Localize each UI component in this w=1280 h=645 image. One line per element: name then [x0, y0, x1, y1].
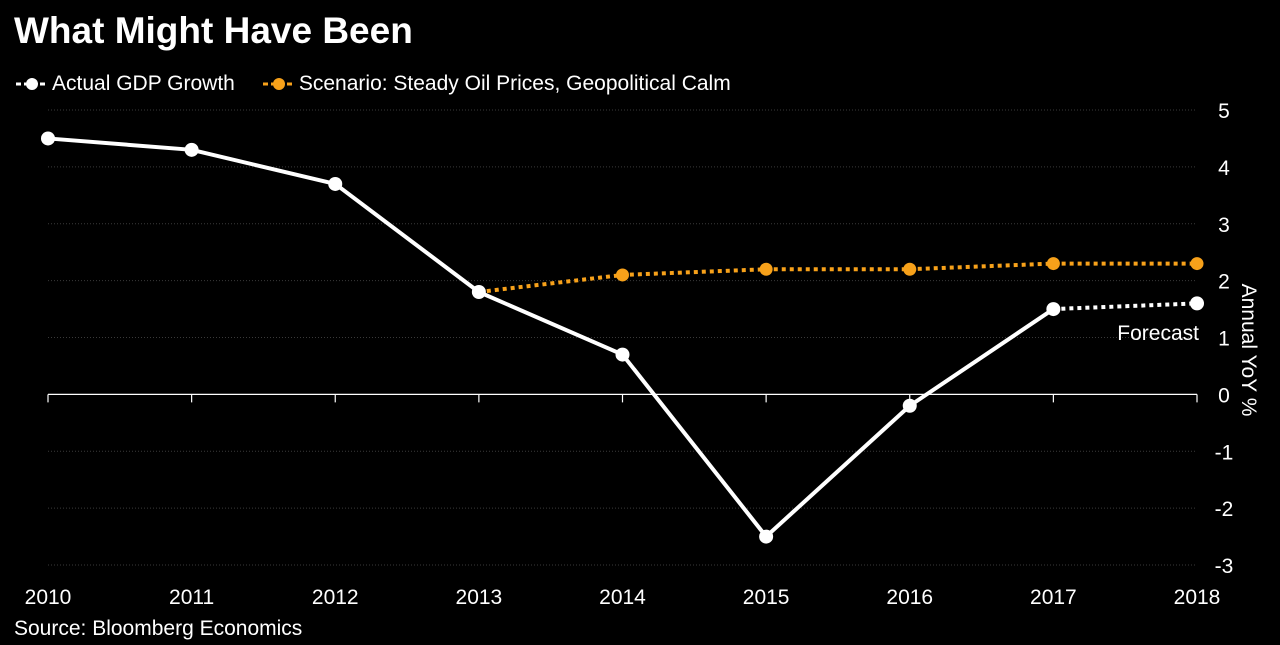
x-tick-label: 2010	[25, 586, 72, 609]
x-tick-label: 2011	[169, 586, 214, 609]
y-tick-label: 5	[1218, 100, 1230, 123]
x-tick-label: 2014	[599, 586, 646, 609]
y-tick-label: -3	[1215, 555, 1234, 578]
legend-label-actual: Actual GDP Growth	[52, 72, 235, 95]
data-point-scenario	[903, 262, 917, 276]
data-point-actual	[902, 398, 917, 413]
y-tick-label: 0	[1218, 384, 1230, 407]
data-point-scenario	[1190, 257, 1204, 271]
x-tick-labels: 2010 2011 2012 2013 2014 2015 2016 2017 2018	[25, 586, 1221, 609]
gridlines	[48, 109, 1197, 566]
legend-swatch-actual	[16, 78, 48, 90]
data-point-actual	[328, 176, 343, 191]
data-point-actual	[1046, 302, 1061, 317]
legend-item-actual: Actual GDP Growth	[14, 72, 235, 96]
y-tick-label: 2	[1218, 271, 1230, 294]
data-point-scenario	[616, 268, 629, 282]
x-tick-label: 2018	[1174, 586, 1221, 609]
x-tick-label: 2013	[456, 586, 503, 609]
x-tick-label: 2015	[743, 586, 790, 609]
legend-label-scenario: Scenario: Steady Oil Prices, Geopolitica…	[298, 72, 731, 95]
x-tick-label: 2017	[1030, 586, 1077, 609]
forecast-annotation: Forecast	[1117, 322, 1199, 345]
y-axis-label: Annual YoY %	[1237, 283, 1260, 417]
chart-legend: Actual GDP Growth Scenario: Steady Oil P…	[14, 70, 757, 98]
chart-title: What Might Have Been	[14, 10, 413, 51]
data-point-scenario	[759, 262, 773, 276]
legend-marker-scenario	[272, 78, 285, 90]
data-point-actual	[471, 285, 486, 299]
series-line-actual-forecast	[1053, 301, 1198, 312]
data-point-actual	[184, 142, 199, 157]
y-tick-label: 3	[1218, 214, 1230, 237]
x-tick-label: 2012	[312, 586, 359, 609]
series-line-scenario	[478, 261, 1197, 294]
series-markers	[41, 131, 1204, 544]
y-tick-label: -2	[1215, 498, 1234, 521]
zero-axis	[47, 393, 1198, 403]
series-lines	[47, 136, 1198, 539]
y-tick-label: -1	[1215, 441, 1234, 464]
legend-item-scenario: Scenario: Steady Oil Prices, Geopolitica…	[261, 72, 731, 96]
source-note: Source: Bloomberg Economics	[14, 617, 303, 640]
legend-swatch-scenario	[262, 78, 295, 90]
x-tick-label: 2016	[886, 586, 933, 609]
data-point-actual	[615, 347, 630, 362]
legend-marker-actual	[26, 78, 38, 90]
data-point-actual	[1190, 296, 1204, 311]
data-point-scenario	[1046, 257, 1060, 271]
y-tick-label: 4	[1218, 157, 1230, 180]
series-line-actual	[47, 136, 1055, 539]
data-point-actual	[759, 529, 774, 544]
data-point-actual	[41, 131, 55, 146]
y-tick-labels: 5 4 3 2 1 0 -1 -2 -3	[1215, 100, 1234, 578]
y-tick-label: 1	[1218, 328, 1230, 351]
